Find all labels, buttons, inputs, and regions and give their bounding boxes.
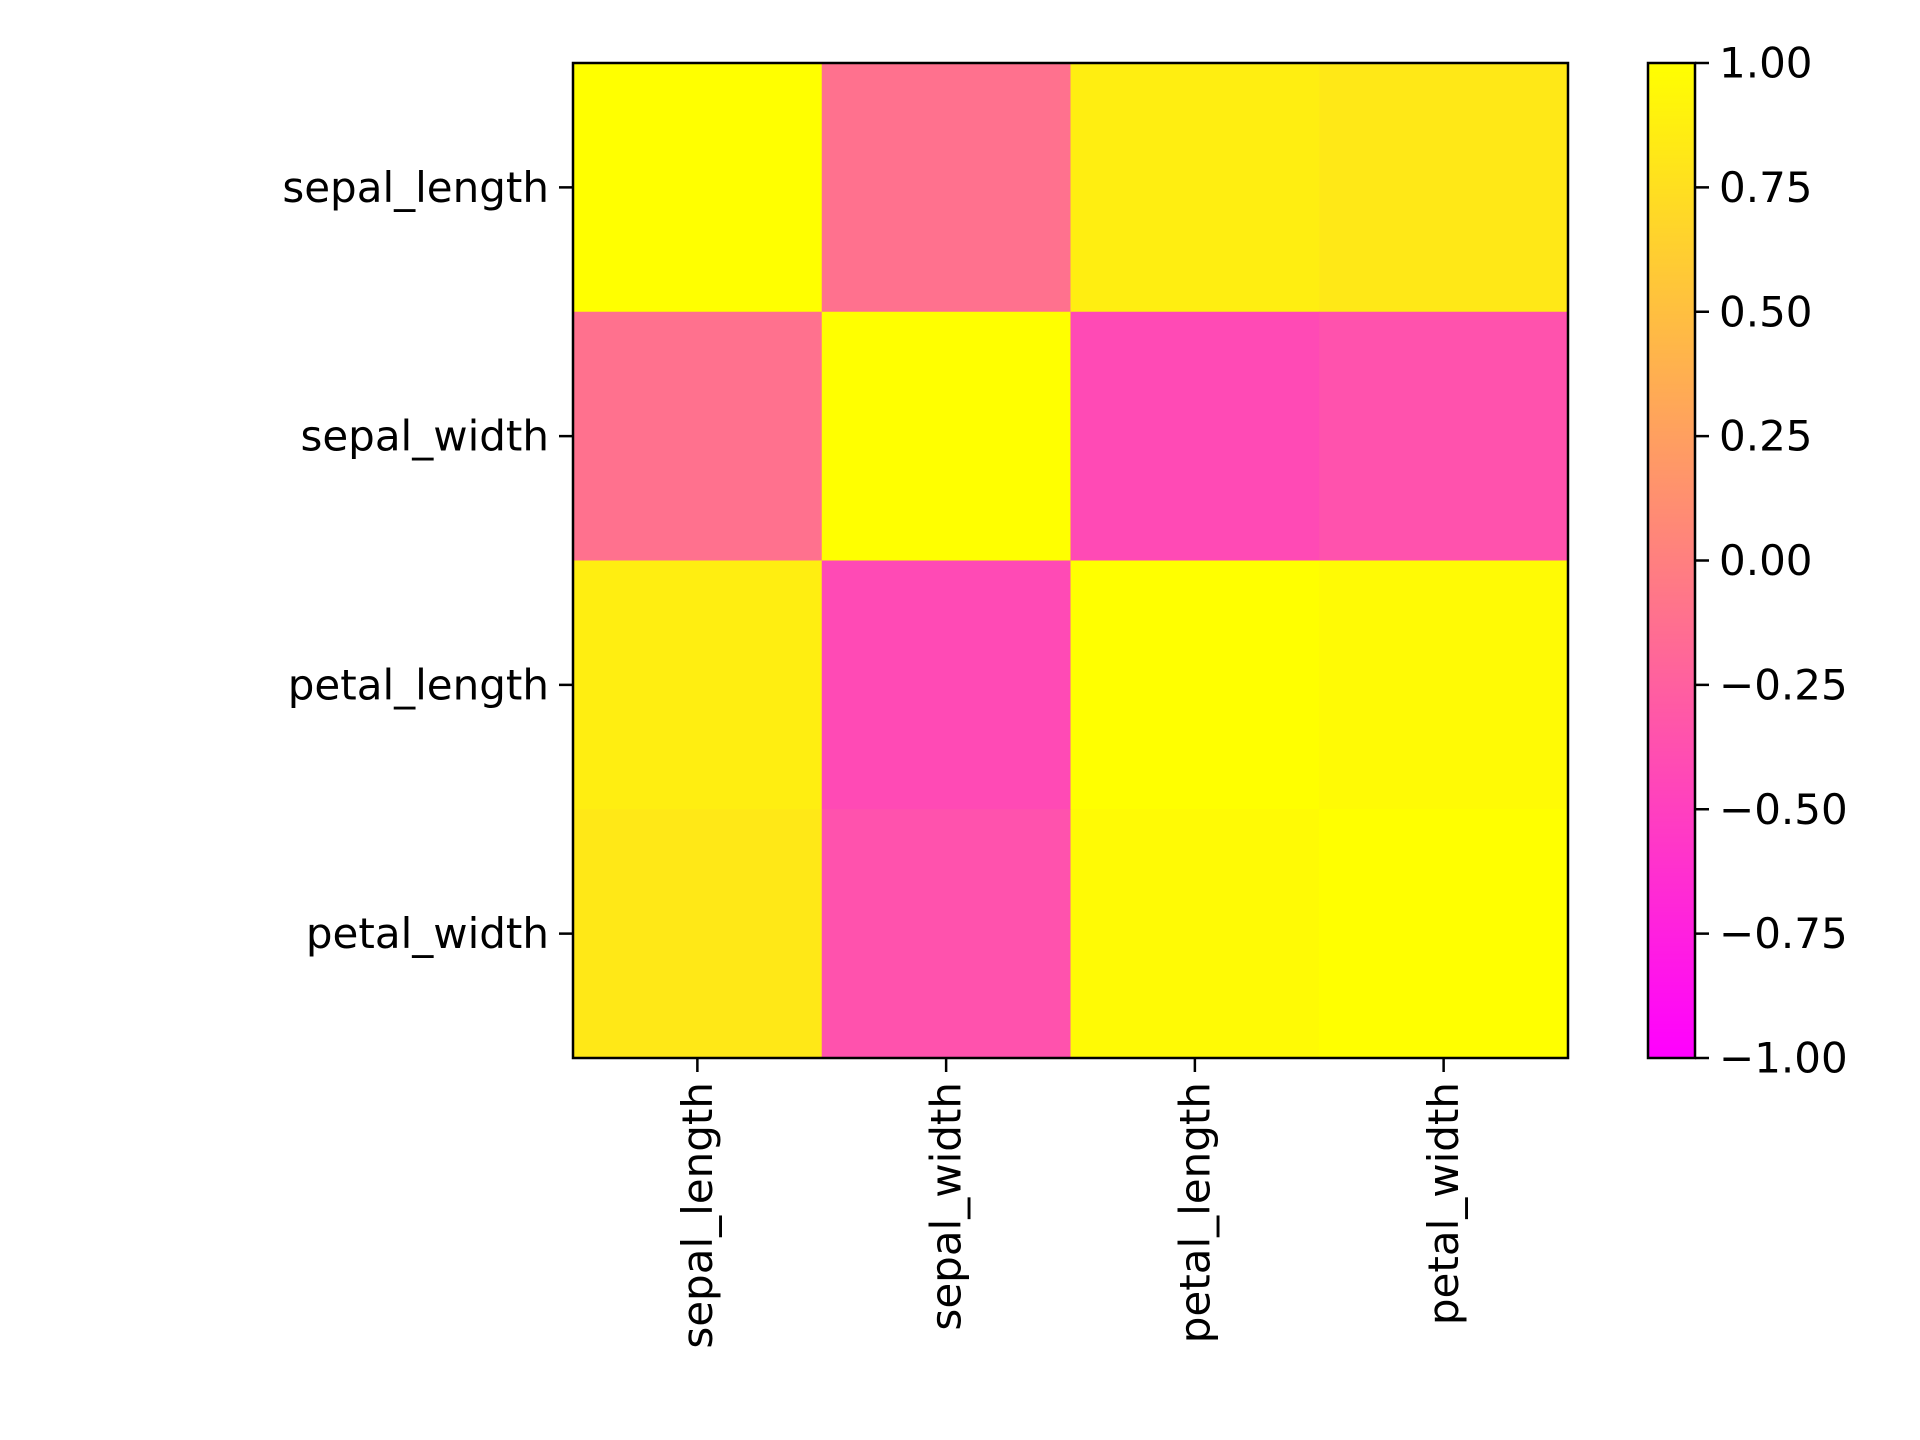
heatmap-cell-sepal-length-petal-width: [1319, 63, 1569, 313]
colorbar-gradient: [1646, 61, 1697, 1060]
x-tick-label-sepal-width: sepal_width: [922, 1082, 971, 1331]
heatmap-cell-sepal-width-petal-width: [1319, 311, 1569, 562]
heatmap-cell-petal-length-sepal-width: [821, 560, 1072, 810]
heatmap-cell-petal-length-petal-length: [1070, 560, 1320, 810]
colorbar-tick-label-8: −1.00: [1719, 1034, 1848, 1083]
x-tick-label-sepal-length: sepal_length: [673, 1082, 722, 1349]
x-axis: sepal_length sepal_width petal_length petal…: [673, 1058, 1468, 1349]
y-tick-label-petal-width: petal_width: [306, 909, 549, 958]
colorbar-tick-label-6: −0.50: [1719, 785, 1848, 834]
plot-frame: [571, 61, 1570, 1060]
heatmap-cell-petal-length-petal-width: [1319, 560, 1569, 810]
heatmap-cell-petal-width-sepal-length: [573, 809, 823, 1059]
colorbar-tick-label-7: −0.75: [1719, 909, 1848, 958]
heatmap-cell-petal-width-petal-length: [1070, 809, 1320, 1059]
y-tick-label-sepal-width: sepal_width: [300, 412, 549, 461]
colorbar-tick-label-0: 1.00: [1719, 39, 1813, 88]
heatmap-cell-petal-length-sepal-length: [573, 560, 823, 810]
colorbar-tick-label-1: 0.75: [1719, 163, 1813, 212]
heatmap-cells: [573, 63, 1569, 1059]
x-tick-label-petal-length: petal_length: [1170, 1082, 1219, 1343]
heatmap-cell-sepal-width-sepal-length: [573, 311, 823, 562]
y-axis: sepal_length sepal_width petal_lengthpetal…: [282, 163, 573, 958]
y-tick-label-sepal-length: sepal_length: [282, 163, 549, 212]
colorbar-tick-label-3: 0.25: [1719, 412, 1813, 461]
heatmap-cell-petal-width-sepal-width: [821, 809, 1072, 1059]
heatmap-cell-sepal-length-sepal-length: [573, 63, 823, 313]
colorbar: 1.00 0.75 0.50 0.25 0.00 −0.25 −0.50 −0.75 −1.00: [1646, 39, 1848, 1083]
heatmap-cell-sepal-width-sepal-width: [821, 311, 1072, 562]
colorbar-tick-label-4: 0.00: [1719, 536, 1813, 585]
colorbar-tick-label-5: −0.25: [1719, 660, 1848, 709]
heatmap-cell-sepal-length-sepal-width: [821, 63, 1072, 313]
colorbar-tick-label-2: 0.50: [1719, 287, 1813, 336]
heatmap-cell-sepal-length-petal-length: [1070, 63, 1320, 313]
y-tick-label-petal-length: petal_length: [288, 660, 549, 709]
x-tick-label-petal-width: petal_width: [1419, 1082, 1468, 1325]
heatmap-cell-sepal-width-petal-length: [1070, 311, 1320, 562]
heatmap-cell-petal-width-petal-width: [1319, 809, 1569, 1059]
